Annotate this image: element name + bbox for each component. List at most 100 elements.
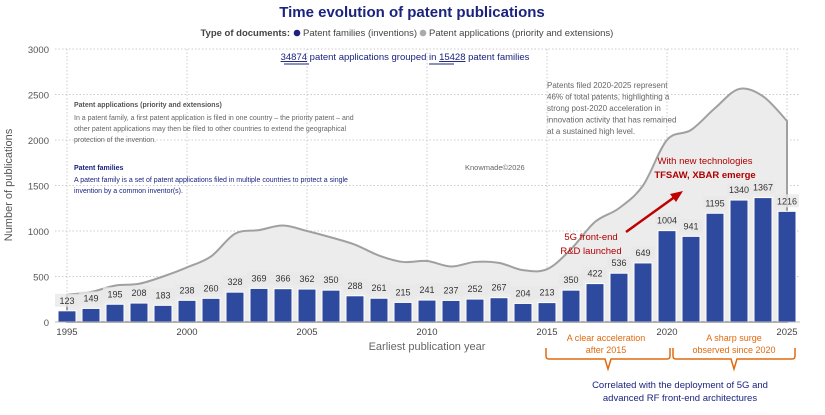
accel-annotation: after 2015 bbox=[586, 345, 627, 355]
bar-2019 bbox=[633, 262, 653, 323]
data-label: 1216 bbox=[777, 196, 797, 206]
data-label-bg bbox=[79, 291, 103, 305]
data-label: 1195 bbox=[705, 198, 724, 208]
data-label: 195 bbox=[107, 289, 122, 299]
data-label-bg bbox=[343, 278, 367, 292]
x-tick-label: 2010 bbox=[416, 327, 437, 338]
y-axis-label: Number of publications bbox=[3, 128, 15, 241]
data-label: 1004 bbox=[657, 216, 677, 226]
arrow-head-icon bbox=[670, 191, 683, 202]
data-label: 288 bbox=[347, 281, 362, 291]
bar-1998 bbox=[129, 302, 149, 323]
data-label-bg bbox=[703, 196, 727, 210]
data-label-bg bbox=[559, 273, 583, 287]
data-label: 261 bbox=[371, 283, 386, 293]
brace-2020-2025 bbox=[672, 348, 796, 372]
data-label: 536 bbox=[611, 258, 626, 268]
data-label: 183 bbox=[155, 290, 170, 300]
summary: 34874 patent applications grouped in 154… bbox=[281, 52, 530, 63]
correlated-annotation: advanced RF front-end architectures bbox=[603, 393, 757, 404]
def-apps-title: Patent applications (priority and extens… bbox=[74, 102, 222, 109]
bar-2014 bbox=[513, 302, 533, 323]
legend-marker-families bbox=[293, 29, 301, 37]
share-line: innovation activity that has remained bbox=[547, 116, 676, 125]
bar-2006 bbox=[321, 289, 341, 323]
data-label-bg bbox=[511, 286, 535, 300]
y-tick-label: 2500 bbox=[28, 91, 49, 102]
tech-annotation: With new technologies bbox=[657, 156, 752, 167]
data-label-bg bbox=[679, 219, 703, 233]
summary-families: 15428 bbox=[439, 52, 465, 63]
y-tick-label: 1500 bbox=[28, 182, 49, 193]
data-label-bg bbox=[199, 281, 223, 295]
data-label-bg bbox=[583, 266, 607, 280]
data-label: 1340 bbox=[729, 185, 749, 195]
data-label-bg bbox=[415, 283, 439, 297]
data-label-bg bbox=[727, 183, 751, 197]
x-tick-label: 2005 bbox=[296, 327, 317, 338]
watermark: Knowmade©2026 bbox=[465, 163, 525, 172]
chart-title: Time evolution of patent publications bbox=[279, 4, 545, 21]
x-tick-label: 2025 bbox=[776, 327, 797, 338]
data-label: 1367 bbox=[753, 183, 773, 193]
data-label: 123 bbox=[59, 296, 74, 306]
data-label-bg bbox=[631, 245, 655, 259]
data-label-bg bbox=[247, 271, 271, 285]
bar-2024 bbox=[753, 197, 773, 323]
bar-2025 bbox=[777, 210, 797, 323]
data-label-bg bbox=[55, 293, 79, 307]
def-apps-line: In a patent family, a first patent appli… bbox=[74, 115, 354, 122]
bar-2000 bbox=[177, 299, 197, 323]
data-label: 328 bbox=[227, 277, 242, 287]
bar-2007 bbox=[345, 295, 365, 323]
data-label: 366 bbox=[275, 274, 290, 284]
bar-2015 bbox=[537, 302, 557, 323]
accel-annotation: A clear acceleration bbox=[567, 333, 646, 343]
data-label: 422 bbox=[587, 269, 602, 279]
bar-2020 bbox=[657, 230, 677, 323]
legend-families: Patent families (inventions) bbox=[303, 28, 417, 39]
legend-label: Type of documents: bbox=[200, 28, 290, 39]
legend-marker-applications bbox=[419, 29, 427, 37]
5g-annotation: R&D launched bbox=[560, 246, 621, 257]
data-label-bg bbox=[607, 256, 631, 270]
bar-2003 bbox=[249, 287, 269, 323]
data-label-bg bbox=[535, 285, 559, 299]
share-line: 46% of total patents, highlighting a bbox=[547, 93, 670, 102]
bar-2001 bbox=[201, 297, 221, 323]
brace-2015-2020 bbox=[545, 348, 671, 372]
data-label-bg bbox=[127, 286, 151, 300]
y-tick-label: 500 bbox=[33, 273, 49, 284]
def-fam-line: invention by a common inventor(s). bbox=[74, 188, 183, 195]
bar-2013 bbox=[489, 297, 509, 323]
share-line: strong post-2020 acceleration in bbox=[547, 104, 661, 113]
bar-2005 bbox=[297, 288, 317, 323]
summary-text1: patent applications grouped in bbox=[307, 52, 439, 63]
def-apps-line: protection of the invention. bbox=[74, 137, 156, 144]
5g-annotation: 5G front-end bbox=[564, 232, 617, 243]
data-label: 350 bbox=[563, 275, 578, 285]
bar-2017 bbox=[585, 283, 605, 323]
data-label: 267 bbox=[491, 283, 506, 293]
bar-2002 bbox=[225, 291, 245, 323]
bar-2018 bbox=[609, 272, 629, 323]
share-line: at a sustained high level. bbox=[547, 127, 635, 136]
data-label: 241 bbox=[419, 285, 434, 295]
bar-2009 bbox=[393, 301, 413, 323]
x-axis-label: Earliest publication year bbox=[369, 341, 486, 353]
bar-1999 bbox=[153, 304, 173, 323]
tech-annotation: TFSAW, XBAR emerge bbox=[654, 170, 755, 181]
bar-2004 bbox=[273, 288, 293, 323]
bar-2011 bbox=[441, 299, 461, 323]
def-fam-line: A patent family is a set of patent appli… bbox=[74, 177, 348, 184]
bar-2023 bbox=[729, 199, 749, 323]
data-label: 215 bbox=[395, 287, 410, 297]
correlated-annotation: Correlated with the deployment of 5G and bbox=[592, 380, 768, 391]
bar-2021 bbox=[681, 235, 701, 323]
data-label-bg bbox=[151, 288, 175, 302]
data-label: 941 bbox=[683, 221, 698, 231]
x-tick-label: 2020 bbox=[656, 327, 677, 338]
summary-text2: patent families bbox=[465, 52, 529, 63]
share-line: Patents filed 2020-2025 represent bbox=[547, 81, 668, 90]
data-label-bg bbox=[271, 271, 295, 285]
